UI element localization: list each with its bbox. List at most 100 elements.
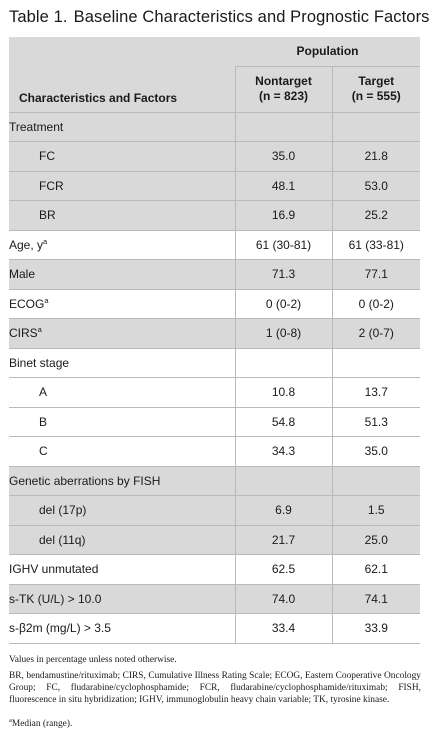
row-label-text: del (17p) [39, 503, 87, 518]
target-value: 25.0 [332, 525, 420, 555]
nontarget-value: 0 (0-2) [235, 289, 333, 319]
row-label-text: FCR [39, 178, 64, 193]
table-row: IGHV unmutated 62.5 62.1 [9, 554, 420, 585]
target-value [332, 466, 420, 496]
target-value: 1.5 [332, 495, 420, 526]
table-row: s-β2m (mg/L) > 3.5 33.4 33.9 [9, 613, 420, 644]
footnote-marker: a [9, 717, 12, 724]
table-title: Table 1. Baseline Characteristics and Pro… [9, 8, 430, 27]
nontarget-value: 35.0 [235, 141, 333, 172]
row-label-text: Binet stage [9, 355, 70, 370]
row-label-text: s-β2m (mg/L) > 3.5 [9, 621, 111, 636]
nontarget-value: 10.8 [235, 377, 333, 408]
row-label: FC [9, 141, 236, 172]
row-label: Treatment [9, 112, 236, 142]
table-row: BR 16.9 25.2 [9, 200, 420, 231]
target-value: 77.1 [332, 259, 420, 290]
footnote-marker: a [37, 325, 42, 335]
table-body: Treatment FC 35.0 21.8 FCR 48.1 53.0 BR 16.9 25.2… [9, 112, 420, 644]
nontarget-value [235, 348, 333, 378]
row-label-text: IGHV unmutated [9, 562, 99, 577]
baseline-characteristics-table: Population Characteristics and Factors N… [9, 37, 420, 644]
table-row: Binet stage [9, 348, 420, 378]
table-row: FCR 48.1 53.0 [9, 171, 420, 201]
target-value: 13.7 [332, 377, 420, 408]
row-label: A [9, 377, 236, 408]
table-row: C 34.3 35.0 [9, 436, 420, 467]
row-label: BR [9, 200, 236, 231]
row-label: Male [9, 259, 236, 290]
nontarget-value: 54.8 [235, 407, 333, 437]
table-row: s-TK (U/L) > 10.0 74.0 74.1 [9, 584, 420, 614]
row-label: Genetic aberrations by FISH [9, 466, 236, 496]
row-label-text: Age, y [9, 237, 44, 252]
target-value: 35.0 [332, 436, 420, 467]
row-label-text: BR [39, 208, 56, 223]
row-label: del (17p) [9, 495, 236, 526]
target-value: 62.1 [332, 554, 420, 585]
row-label-text: Treatment [9, 119, 64, 134]
row-label-text: CIRS [9, 326, 38, 341]
footnote-units: Values in percentage unless noted otherw… [9, 655, 177, 665]
characteristics-header: Characteristics and Factors [9, 66, 236, 113]
row-label: FCR [9, 171, 236, 201]
row-label-text: B [39, 414, 48, 429]
target-value: 2 (0-7) [332, 318, 420, 349]
nontarget-value: 33.4 [235, 613, 333, 644]
row-label-text: Male [9, 267, 36, 282]
footnote-median: aMedian (range). [9, 717, 421, 731]
table-number: Table 1. [9, 8, 68, 26]
row-label: IGHV unmutated [9, 554, 236, 585]
row-label: C [9, 436, 236, 467]
row-label: Binet stage [9, 348, 236, 378]
target-value: 33.9 [332, 613, 420, 644]
row-label-text: A [39, 385, 48, 400]
table-row: del (17p) 6.9 1.5 [9, 495, 420, 526]
population-header: Population [235, 37, 420, 67]
nontarget-value: 61 (30-81) [235, 230, 333, 260]
target-value [332, 112, 420, 142]
nontarget-value: 1 (0-8) [235, 318, 333, 349]
nontarget-value: 48.1 [235, 171, 333, 201]
header-row-groups: Characteristics and Factors Nontarget (n… [9, 66, 420, 113]
target-value: 61 (33-81) [332, 230, 420, 260]
row-label: del (11q) [9, 525, 236, 555]
nontarget-value: 6.9 [235, 495, 333, 526]
target-count: (n = 555) [351, 89, 401, 103]
row-label-text: FC [39, 149, 55, 164]
nontarget-header: Nontarget (n = 823) [235, 66, 333, 113]
row-label-text: s-TK (U/L) > 10.0 [9, 591, 102, 606]
row-label: s-TK (U/L) > 10.0 [9, 584, 236, 614]
nontarget-value: 62.5 [235, 554, 333, 585]
target-value: 53.0 [332, 171, 420, 201]
nontarget-value [235, 112, 333, 142]
header-empty-cell [9, 37, 235, 66]
target-label: Target [358, 74, 395, 88]
nontarget-label: Nontarget [255, 74, 312, 88]
header-row-population: Population [9, 37, 420, 67]
table-row: B 54.8 51.3 [9, 407, 420, 437]
table-row: del (11q) 21.7 25.0 [9, 525, 420, 555]
footnote-median-text: Median (range). [11, 719, 73, 729]
nontarget-value [235, 466, 333, 496]
row-label-text: ECOG [9, 296, 45, 311]
row-label: Age, ya [9, 230, 236, 260]
nontarget-value: 74.0 [235, 584, 333, 614]
target-value: 0 (0-2) [332, 289, 420, 319]
footnote-marker: a [44, 295, 49, 305]
nontarget-value: 34.3 [235, 436, 333, 467]
target-value: 74.1 [332, 584, 420, 614]
table-row: FC 35.0 21.8 [9, 141, 420, 172]
table-row: Treatment [9, 112, 420, 142]
nontarget-value: 71.3 [235, 259, 333, 290]
nontarget-value: 16.9 [235, 200, 333, 231]
table-row: CIRSa 1 (0-8) 2 (0-7) [9, 318, 420, 349]
target-value: 51.3 [332, 407, 420, 437]
table-caption: Baseline Characteristics and Prognostic … [73, 8, 430, 26]
nontarget-count: (n = 823) [258, 89, 309, 103]
row-label: CIRSa [9, 318, 236, 349]
table-row: Genetic aberrations by FISH [9, 466, 420, 496]
row-label-text: C [39, 444, 48, 459]
row-label: s-β2m (mg/L) > 3.5 [9, 613, 236, 644]
table-row: A 10.8 13.7 [9, 377, 420, 408]
